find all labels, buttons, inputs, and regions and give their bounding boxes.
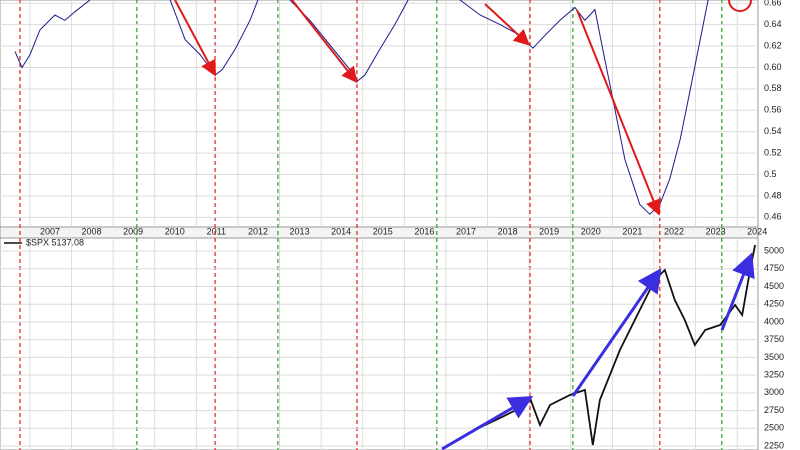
series-line [14, 0, 709, 215]
y-tick-label: 3250 [764, 370, 784, 380]
x-tick-label: 2012 [248, 226, 268, 236]
x-tick-label: 2016 [414, 226, 434, 236]
y-tick-label: 3500 [764, 352, 784, 362]
y-tick-label: 2250 [764, 440, 784, 450]
arrow [576, 9, 661, 216]
x-tick-label: 2014 [331, 226, 351, 236]
y-tick-label: 4000 [764, 316, 784, 326]
arrow [441, 395, 534, 450]
bottom-panel [0, 237, 759, 450]
x-tick-label: 2018 [498, 226, 518, 236]
x-tick-label: 2020 [581, 226, 601, 236]
series-label: $SPX 5137.08 [26, 237, 84, 247]
y-tick-label: 4250 [764, 299, 784, 309]
x-tick-label: 2011 [207, 226, 226, 236]
top-panel [0, 0, 759, 228]
x-tick-label: 2022 [664, 226, 684, 236]
arrow [291, 0, 358, 84]
y-tick-label: 3750 [764, 334, 784, 344]
arrow [571, 268, 662, 397]
x-tick-label: 2017 [456, 226, 476, 236]
arrow [174, 0, 216, 77]
y-tick-label: 0.54 [764, 126, 782, 136]
y-tick-label: 4750 [764, 263, 784, 273]
y-tick-label: 0.66 [764, 0, 782, 8]
x-tick-label: 2021 [622, 226, 642, 236]
y-tick-label: 0.60 [764, 62, 782, 72]
x-tick-label: 2013 [290, 226, 310, 236]
y-tick-label: 0.46 [764, 212, 782, 222]
arrow [720, 252, 755, 331]
y-tick-label: 5000 [764, 245, 784, 255]
y-tick-label: 0.64 [764, 19, 782, 29]
y-tick-label: 3000 [764, 387, 784, 397]
annotations [4, 0, 755, 450]
x-tick-label: 2010 [165, 226, 185, 236]
x-tick-label: 2023 [706, 226, 726, 236]
y-tick-label: 0.48 [764, 190, 782, 200]
x-tick-label: 2019 [539, 226, 559, 236]
x-tick-label: 2015 [373, 226, 393, 236]
y-tick-label: 0.62 [764, 40, 782, 50]
y-tick-label: 0.52 [764, 147, 782, 157]
y-tick-label: 2500 [764, 423, 784, 433]
panel-marks [14, 0, 709, 215]
y-tick-label: 0.56 [764, 105, 782, 115]
arrow [484, 3, 530, 46]
y-tick-label: 0.5 [764, 169, 777, 179]
x-tick-label: 2024 [747, 226, 767, 236]
highlight-circle [728, 0, 752, 12]
x-tick-label: 2007 [40, 226, 60, 236]
y-tick-label: 2750 [764, 405, 784, 415]
y-tick-label: 4500 [764, 281, 784, 291]
y-tick-label: 0.58 [764, 83, 782, 93]
x-tick-label: 2008 [82, 226, 102, 236]
x-tick-label: 2009 [123, 226, 143, 236]
